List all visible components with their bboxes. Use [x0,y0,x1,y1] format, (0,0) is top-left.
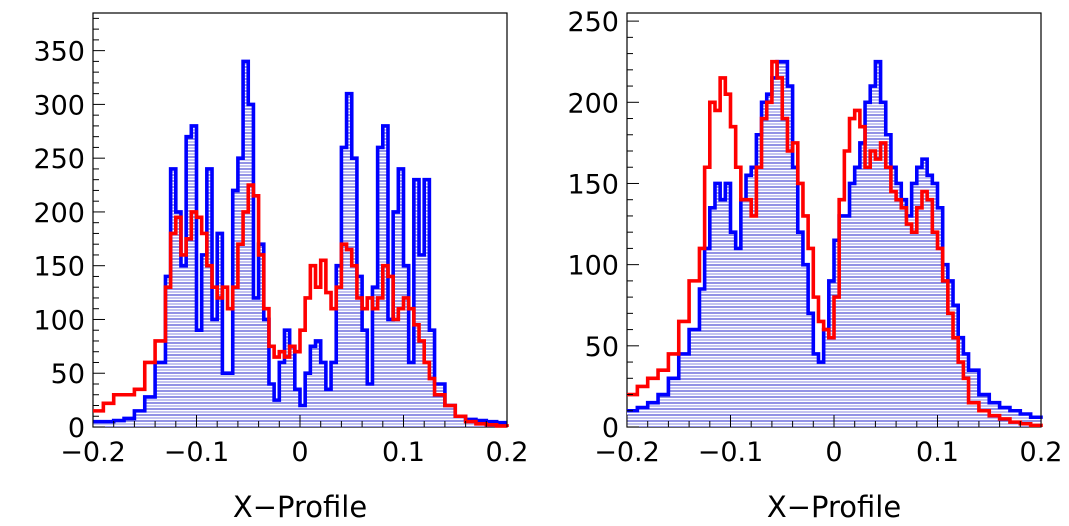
y-tick-label-right: 250 [567,7,619,38]
x-tick-label-right: −0.1 [698,437,764,468]
y-tick-label-right: 150 [567,169,619,200]
series-2-line-right [627,59,1043,428]
x-tick-label-left: −0.2 [60,437,126,468]
y-tick-label-left: 200 [33,198,85,229]
y-tick-label-left: 300 [33,90,85,121]
y-tick-label-left: 50 [51,359,85,390]
y-tick-label-right: 50 [585,332,619,363]
plot-area-left: 0 50 100 150 200 250 300 350 −0.2 −0.1 0 0.1 0.2 [33,12,529,468]
x-tick-label-left: 0.2 [486,437,529,468]
x-axis-title-right: X−Profile [767,490,901,524]
x-tick-label-right: 0.1 [916,437,959,468]
y-tick-label-left: 350 [33,37,85,68]
y-tick-label-left: 150 [33,252,85,283]
y-tick-label-right: 100 [567,251,619,282]
x-axis-title-left: X−Profile [233,490,367,524]
y-tick-label-left: 250 [33,144,85,175]
chart-left: 0 50 100 150 200 250 300 350 −0.2 −0.1 0 0.1 0.2 X−P… [33,12,529,524]
x-tick-label-right: 0.2 [1020,437,1063,468]
y-tick-label-right: 0 [602,413,619,444]
plot-area-right: 0 50 100 150 200 250 −0.2 −0.1 0 0.1 0.2 [567,7,1062,468]
x-tick-label-left: 0 [291,437,308,468]
x-tick-label-right: −0.2 [594,437,660,468]
chart-right: 0 50 100 150 200 250 −0.2 −0.1 0 0.1 0.2 X−Profile [567,7,1062,524]
x-tick-label-right: 0 [825,437,842,468]
series-1-line-left [93,59,507,425]
y-tick-label-left: 100 [33,305,85,336]
series-2-line-left [93,183,509,428]
x-tick-label-left: 0.1 [382,437,425,468]
y-tick-label-left: 0 [68,413,85,444]
y-tick-label-right: 200 [567,88,619,119]
x-tick-label-left: −0.1 [164,437,230,468]
